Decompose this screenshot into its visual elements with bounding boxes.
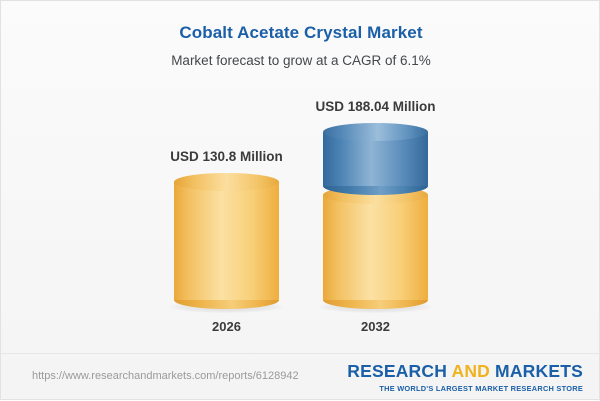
chart-subtitle: Market forecast to grow at a CAGR of 6.1… <box>171 53 431 68</box>
category-label-2026: 2026 <box>212 319 241 334</box>
logo-tagline: THE WORLD'S LARGEST MARKET RESEARCH STOR… <box>379 384 583 393</box>
report-url-link[interactable]: https://www.researchandmarkets.com/repor… <box>32 370 299 382</box>
category-label-2032: 2032 <box>361 319 390 334</box>
bar-chart-plot-area: USD 130.8 Million 2026 USD 188.04 Millio… <box>1 1 600 353</box>
bar-group-2032: USD 188.04 Million 2032 <box>315 1 435 353</box>
page-title: Cobalt Acetate Crystal Market <box>179 23 423 42</box>
logo-text-and: AND <box>451 361 490 381</box>
bar-value-label-2026: USD 130.8 Million <box>170 149 283 164</box>
bar-segment-base-2026[interactable] <box>174 173 279 309</box>
bar-segment-growth-2032[interactable] <box>323 123 428 195</box>
cylinder-body <box>323 195 428 300</box>
logo-text-markets: MARKETS <box>490 361 583 381</box>
bar-segment-base-2032[interactable] <box>323 186 428 309</box>
logo-text-research: RESEARCH <box>347 361 452 381</box>
logo-wordmark: RESEARCH AND MARKETS <box>347 361 583 382</box>
cylinder-top-ellipse <box>174 173 279 191</box>
bar-group-2026: USD 130.8 Million 2026 <box>170 1 283 353</box>
bar-value-label-2032: USD 188.04 Million <box>315 99 436 114</box>
cylinder-body <box>174 182 279 300</box>
research-and-markets-logo[interactable]: RESEARCH AND MARKETS THE WORLD'S LARGEST… <box>347 361 583 393</box>
cylinder-top-ellipse <box>323 123 428 141</box>
cylinder-body <box>323 132 428 186</box>
footer: https://www.researchandmarkets.com/repor… <box>1 353 600 401</box>
